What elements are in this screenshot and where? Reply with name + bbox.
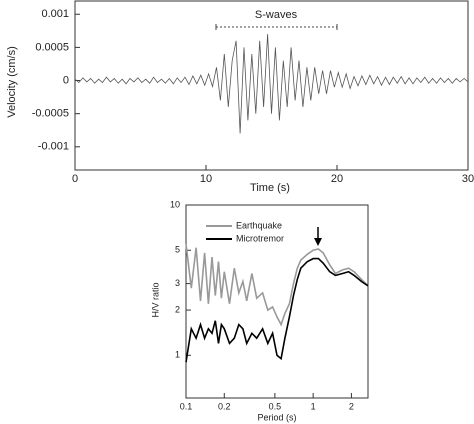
x-axis-title: Period (s)	[257, 412, 296, 422]
x-tick-label: 10	[200, 173, 212, 185]
plot-frame	[185, 204, 369, 399]
y-tick-label: 1	[175, 350, 180, 360]
data-line	[185, 243, 369, 327]
data-line	[74, 34, 469, 134]
y-tick-label: 0.0005	[35, 41, 69, 53]
peak-arrow	[314, 227, 322, 246]
x-tick-label: 2	[349, 401, 354, 411]
annotation: S-waves	[255, 9, 298, 21]
x-axis-title: Time (s)	[250, 182, 290, 194]
x-tick-label: 0.2	[218, 401, 231, 411]
x-tick-label: 30	[462, 173, 474, 185]
y-tick-label: 10	[170, 199, 180, 209]
y-tick-label: 2	[175, 304, 180, 314]
x-tick-label: 0.5	[269, 401, 282, 411]
data-line	[185, 257, 369, 363]
x-tick-label: 0	[72, 173, 78, 185]
legend-label: Microtremor	[236, 233, 284, 243]
s-wave-bracket	[215, 24, 338, 30]
y-tick-label: 0	[63, 74, 69, 86]
y-axis-title: H/V ratio	[150, 282, 160, 317]
y-tick-label: 0.001	[41, 8, 69, 20]
x-tick-label: 0.1	[180, 401, 193, 411]
x-tick-label: 20	[331, 173, 343, 185]
y-tick-label: -0.001	[38, 141, 69, 153]
plot-frame	[74, 0, 469, 171]
y-tick-label: 5	[175, 245, 180, 255]
y-tick-label: -0.0005	[32, 108, 69, 120]
x-tick-label: 1	[311, 401, 316, 411]
legend-label: Earthquake	[236, 220, 282, 230]
y-tick-label: 3	[175, 278, 180, 288]
y-axis-title: Velocity (cm/s)	[6, 46, 18, 118]
